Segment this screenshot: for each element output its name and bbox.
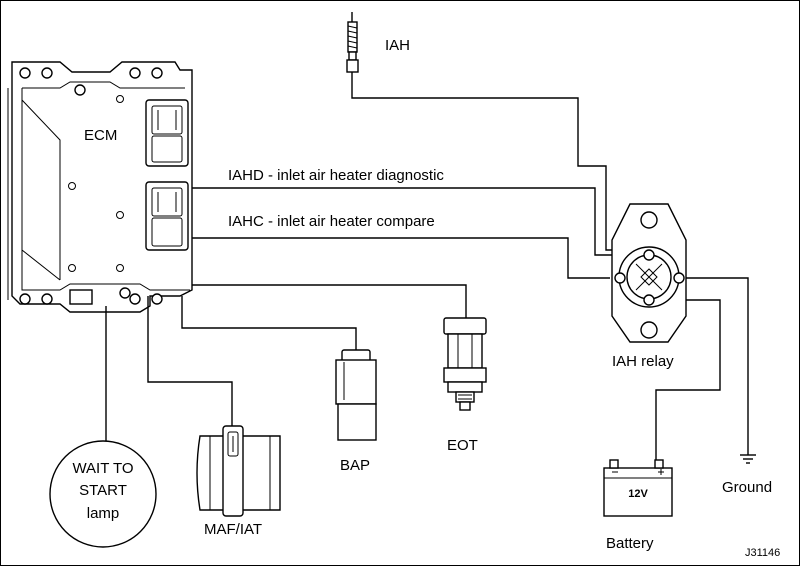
iahd-signal-label: IAHD - inlet air heater diagnostic — [228, 167, 444, 184]
iah-heater — [346, 12, 359, 73]
wait-to-start-lamp — [49, 440, 157, 548]
ecm-label: ECM — [84, 127, 117, 144]
ecm-module — [7, 61, 193, 313]
figure-id: J31146 — [745, 547, 780, 559]
battery-label: Battery — [606, 535, 654, 552]
iahc-signal-label: IAHC - inlet air heater compare — [228, 213, 435, 230]
bap-label: BAP — [340, 457, 370, 474]
eot-label: EOT — [447, 437, 478, 454]
maf-iat-label: MAF/IAT — [204, 521, 262, 538]
ground-label: Ground — [722, 479, 772, 496]
bap-sensor — [335, 349, 377, 441]
maf-iat-sensor — [196, 425, 281, 517]
iah-relay — [611, 203, 687, 343]
wait-lamp-line1: WAIT TO — [72, 460, 133, 477]
battery — [603, 459, 673, 517]
wait-lamp-line2: START — [79, 482, 127, 499]
iah-label: IAH — [385, 37, 410, 54]
iah-relay-label: IAH relay — [612, 353, 674, 370]
eot-sensor — [443, 317, 487, 411]
wait-lamp-line3: lamp — [87, 505, 120, 522]
battery-voltage-label: 12V — [628, 488, 648, 500]
wires — [105, 72, 749, 460]
ground-symbol — [740, 454, 756, 464]
